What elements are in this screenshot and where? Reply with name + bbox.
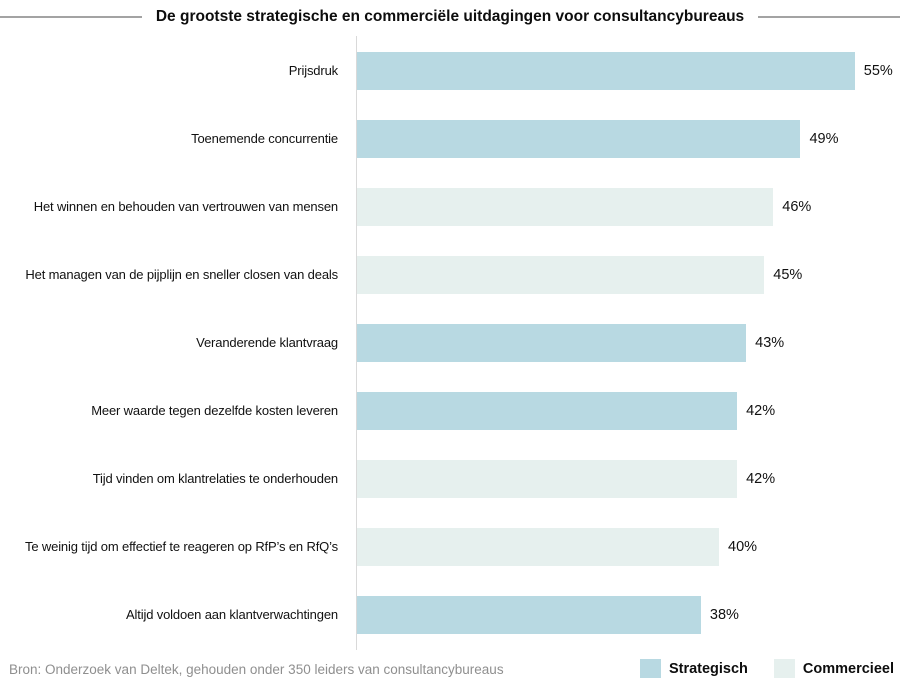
bar-cell: 40% bbox=[348, 528, 900, 566]
legend-label: Strategisch bbox=[668, 660, 748, 677]
category-label: Het managen van de pijplijn en sneller c… bbox=[25, 266, 338, 282]
bar-strategisch bbox=[357, 52, 855, 90]
legend-item-commercieel: Commercieel bbox=[773, 659, 894, 678]
title-rule-left bbox=[0, 15, 142, 18]
category-label: Veranderende klantvraag bbox=[196, 334, 338, 350]
source-note: Bron: Onderzoek van Deltek, gehouden ond… bbox=[9, 662, 504, 677]
bar-cell: 42% bbox=[348, 392, 900, 430]
bar-row: Toenemende concurrentie 49% bbox=[0, 120, 900, 158]
y-axis-line bbox=[356, 36, 357, 650]
legend-item-strategisch: Strategisch bbox=[639, 659, 748, 678]
bar-commercieel bbox=[357, 460, 738, 498]
bar-commercieel bbox=[357, 528, 719, 566]
category-label: Meer waarde tegen dezelfde kosten levere… bbox=[91, 402, 338, 418]
value-label: 46% bbox=[782, 199, 812, 215]
category-label: Prijsdruk bbox=[288, 62, 338, 78]
bar-cell: 43% bbox=[348, 324, 900, 362]
bar-cell: 49% bbox=[348, 120, 900, 158]
chart-title: De grootste strategische en commerciële … bbox=[155, 7, 745, 25]
category-label: Het winnen en behouden van vertrouwen va… bbox=[33, 198, 338, 214]
category-label: Te weinig tijd om effectief te reageren … bbox=[24, 538, 338, 554]
category-label: Tijd vinden om klantrelaties te onderhou… bbox=[92, 470, 338, 486]
bar-row: Meer waarde tegen dezelfde kosten levere… bbox=[0, 392, 900, 430]
bar-row: Te weinig tijd om effectief te reageren … bbox=[0, 528, 900, 566]
bar-cell: 38% bbox=[348, 596, 900, 634]
value-label: 49% bbox=[809, 131, 839, 147]
bar-row: Tijd vinden om klantrelaties te onderhou… bbox=[0, 460, 900, 498]
value-label: 38% bbox=[709, 607, 739, 623]
legend-swatch-strategisch bbox=[639, 659, 661, 678]
bar-cell: 55% bbox=[348, 52, 900, 90]
bar-row: Het managen van de pijplijn en sneller c… bbox=[0, 256, 900, 294]
bar-strategisch bbox=[357, 596, 701, 634]
value-label: 45% bbox=[773, 267, 803, 283]
legend-swatch-commercieel bbox=[773, 659, 795, 678]
value-label: 42% bbox=[746, 471, 776, 487]
chart-header: De grootste strategische en commerciële … bbox=[0, 0, 900, 28]
bar-commercieel bbox=[357, 188, 774, 226]
bar-row: Prijsdruk 55% bbox=[0, 52, 900, 90]
value-label: 40% bbox=[728, 539, 758, 555]
category-label: Toenemende concurrentie bbox=[191, 130, 338, 146]
bar-row: Altijd voldoen aan klantverwachtingen 38% bbox=[0, 596, 900, 634]
bar-cell: 45% bbox=[348, 256, 900, 294]
bar-row: Het winnen en behouden van vertrouwen va… bbox=[0, 188, 900, 226]
bar-strategisch bbox=[357, 324, 747, 362]
category-label: Altijd voldoen aan klantverwachtingen bbox=[126, 606, 338, 622]
bar-chart: Prijsdruk 55% Toenemende concurrentie 49% He… bbox=[0, 52, 900, 634]
bar-cell: 46% bbox=[348, 188, 900, 226]
bar-strategisch bbox=[357, 392, 738, 430]
legend-label: Commercieel bbox=[802, 660, 894, 677]
bar-cell: 42% bbox=[348, 460, 900, 498]
value-label: 55% bbox=[863, 63, 893, 79]
bar-strategisch bbox=[357, 120, 801, 158]
legend: Strategisch Commercieel bbox=[639, 659, 894, 678]
bar-row: Veranderende klantvraag 43% bbox=[0, 324, 900, 362]
value-label: 43% bbox=[755, 335, 785, 351]
value-label: 42% bbox=[746, 403, 776, 419]
bar-commercieel bbox=[357, 256, 765, 294]
title-rule-right bbox=[758, 15, 900, 18]
